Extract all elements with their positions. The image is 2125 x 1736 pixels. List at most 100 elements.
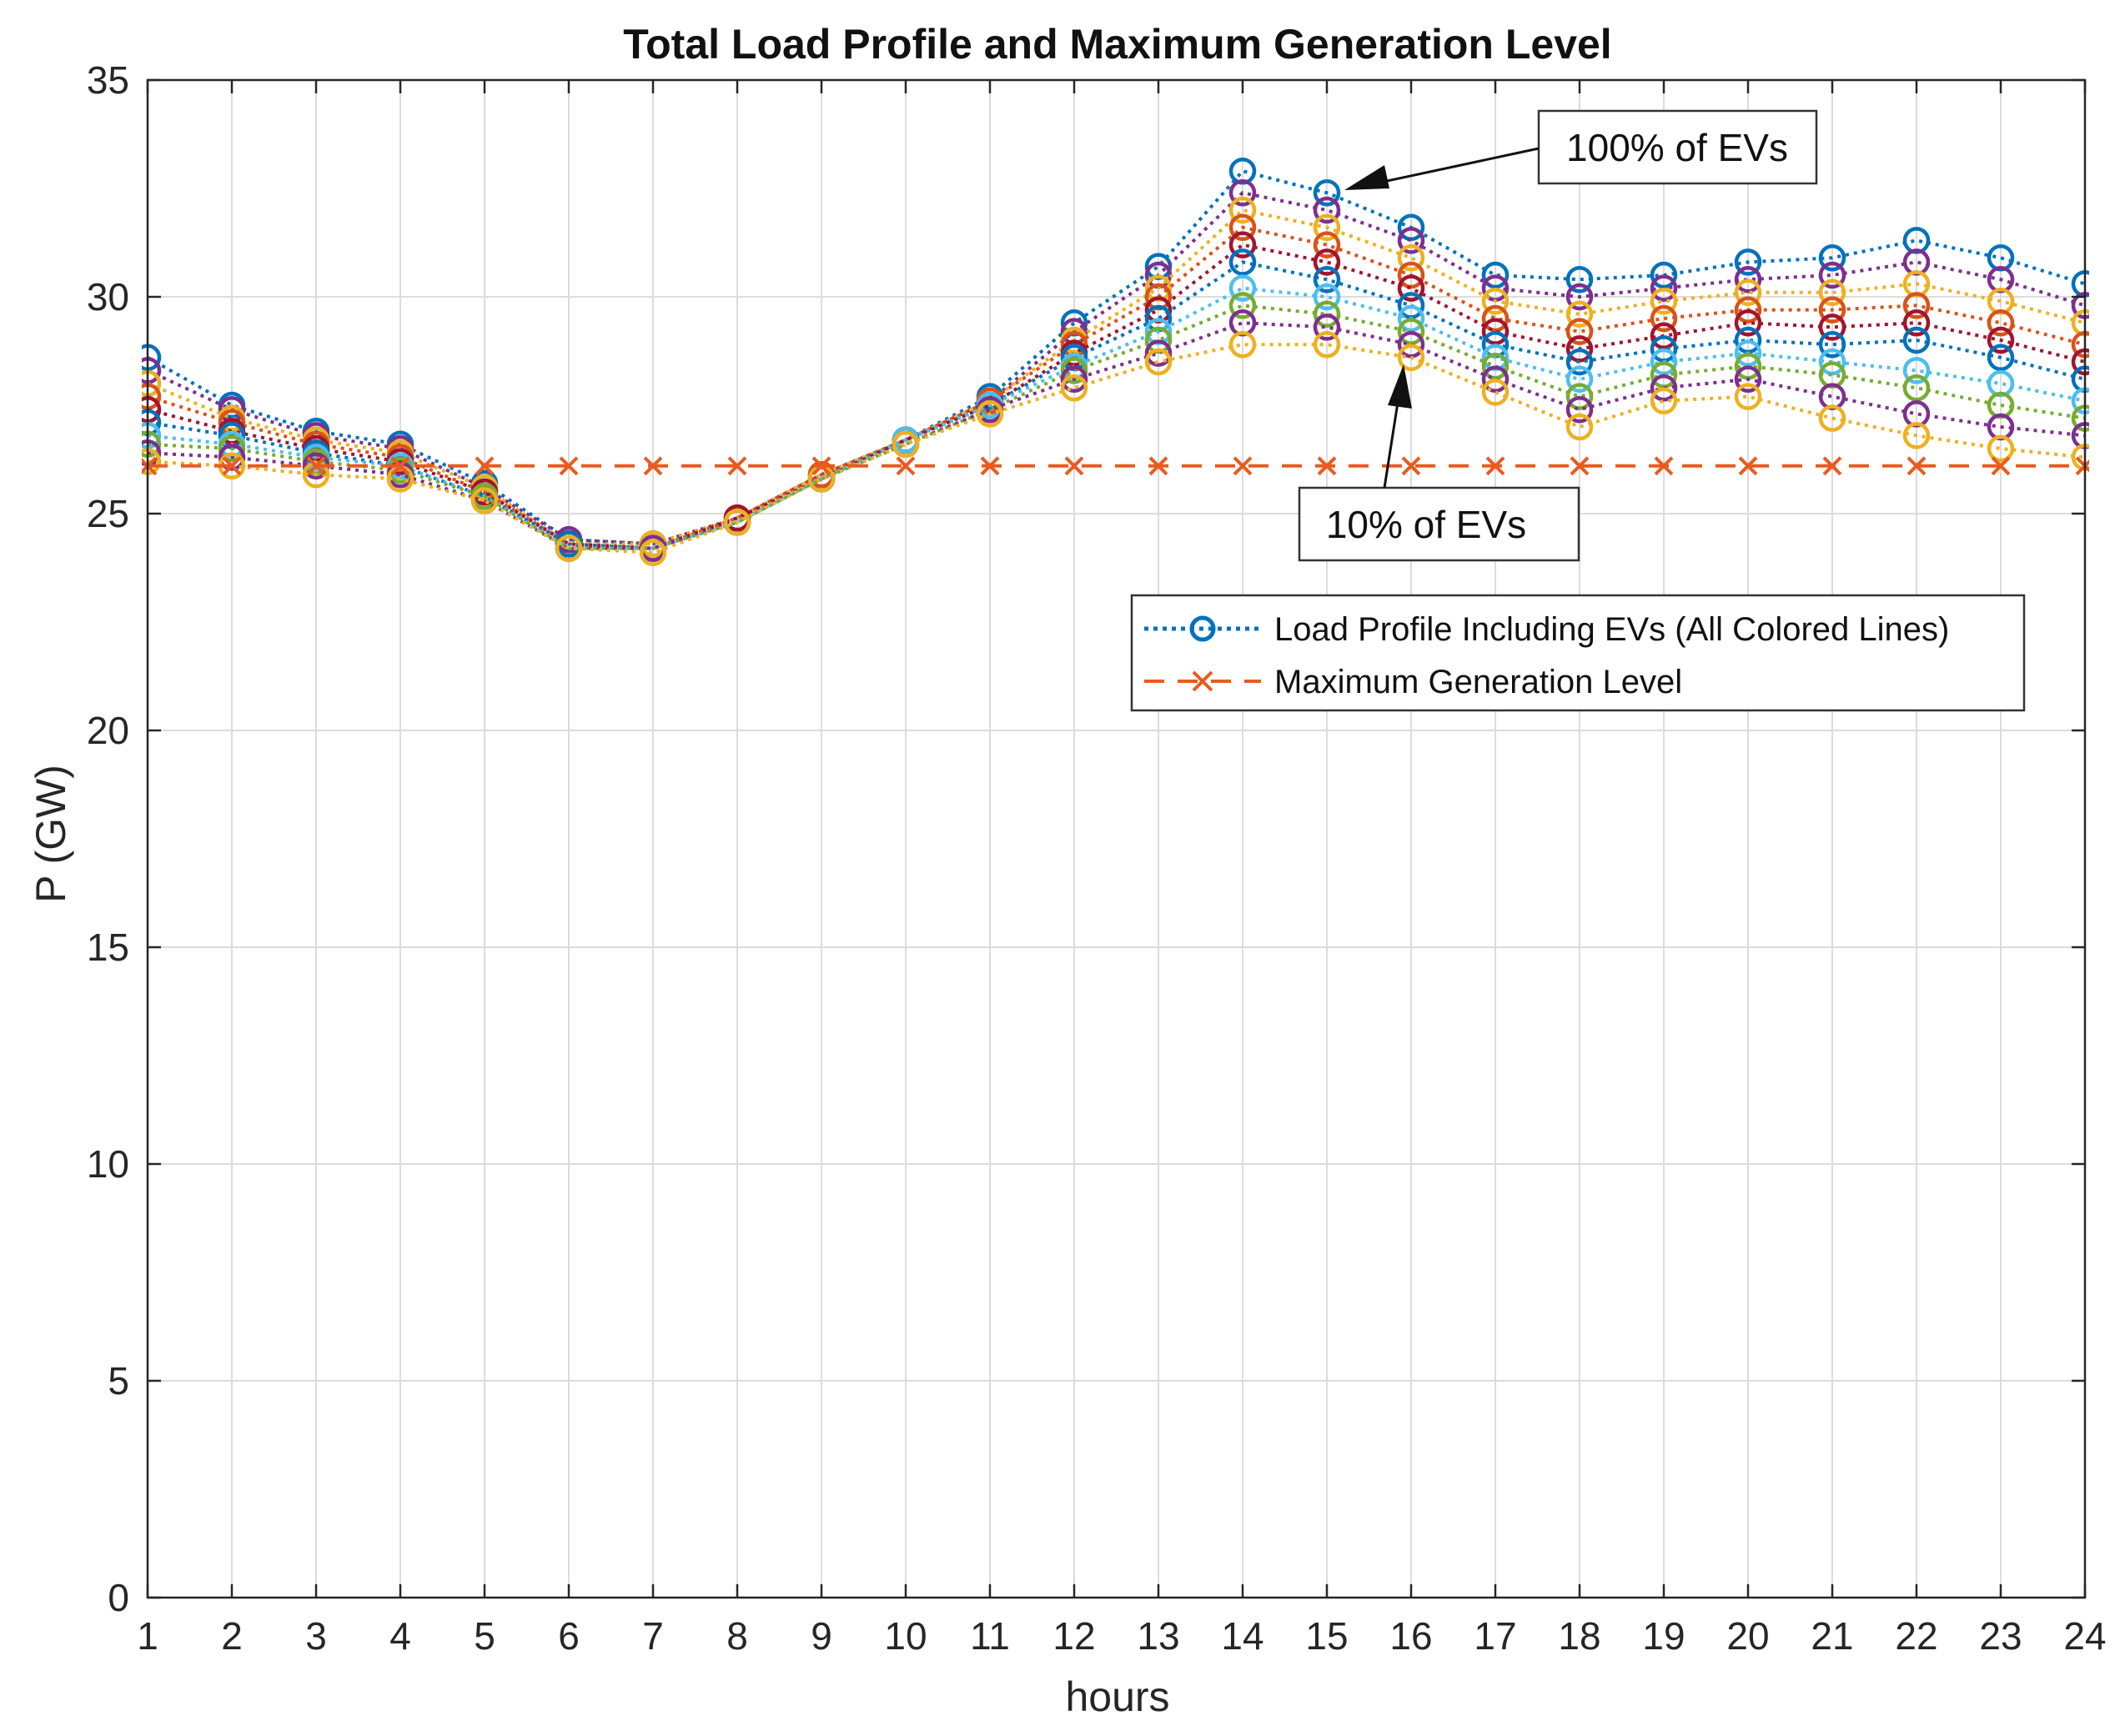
legend-load-label: Load Profile Including EVs (All Colored … (1274, 611, 1949, 648)
data-point (1565, 365, 1594, 394)
data-point (896, 456, 916, 476)
data-point (306, 456, 326, 476)
data-point (1228, 330, 1257, 359)
data-point (1397, 243, 1425, 272)
data-point (892, 430, 920, 459)
y-tick-label: 30 (87, 275, 129, 319)
data-point (1565, 318, 1594, 345)
data-point (1987, 326, 2015, 354)
data-point (1906, 456, 1927, 476)
data-point (727, 456, 747, 476)
data-point (1734, 265, 1762, 294)
x-tick-label: 4 (389, 1614, 411, 1658)
annotation-10-percent-arrow (1383, 391, 1401, 489)
x-tick-label: 10 (884, 1614, 927, 1658)
y-axis-label: P (GW) (28, 765, 74, 903)
data-point (1734, 278, 1762, 307)
y-tick-label: 5 (108, 1359, 129, 1402)
data-point (1313, 265, 1341, 294)
series-line (147, 260, 2086, 550)
series-11 (142, 456, 2089, 476)
data-point (1734, 365, 1762, 394)
data-point (1313, 300, 1341, 329)
annotation-10-percent: 10% of EVs (1298, 364, 1580, 562)
data-point (1734, 383, 1762, 410)
series-line (147, 191, 2086, 546)
x-tick-label: 9 (811, 1614, 832, 1658)
x-tick-label: 17 (1474, 1614, 1516, 1658)
plot-frame (146, 78, 2087, 1599)
data-point (1144, 339, 1173, 367)
x-tick-label: 3 (305, 1614, 327, 1658)
plot-area (148, 80, 2085, 1598)
annotation-100-percent: 100% of EVs (1344, 109, 1818, 190)
data-point (1313, 213, 1341, 242)
legend-box (1130, 594, 2026, 712)
data-point (1570, 456, 1590, 476)
data-point (1565, 283, 1594, 311)
data-point (218, 434, 246, 463)
data-point (1987, 309, 2015, 337)
data-point (1313, 283, 1341, 311)
data-point (1481, 304, 1510, 333)
data-point (1060, 374, 1088, 402)
legend-maxgen-marker (1192, 670, 1213, 692)
data-point (1228, 292, 1257, 319)
data-point (1902, 422, 1931, 449)
data-point (639, 539, 667, 567)
legend-maxgen-label: Maximum Generation Level (1274, 664, 1682, 700)
data-point (1228, 274, 1257, 302)
annotation-100-percent-arrowhead (1344, 165, 1389, 190)
data-point (1228, 248, 1257, 276)
data-point (1650, 387, 1678, 415)
data-point (1397, 344, 1425, 372)
data-point (1228, 231, 1257, 258)
x-tick-label: 6 (558, 1614, 580, 1658)
data-point (302, 460, 330, 489)
x-tick-label: 23 (1979, 1614, 2022, 1658)
data-point (475, 456, 495, 476)
data-point (1987, 434, 2015, 463)
x-tick-label: 1 (137, 1614, 158, 1658)
series-line (147, 304, 2086, 550)
data-point (1481, 352, 1510, 380)
data-point (1397, 318, 1425, 345)
data-point (1818, 261, 1846, 289)
x-tick-label: 5 (474, 1614, 495, 1658)
data-point (1818, 348, 1846, 376)
y-tick-label: 10 (87, 1142, 129, 1186)
data-point (1902, 357, 1931, 384)
x-tick-label: 21 (1811, 1614, 1853, 1658)
data-point (1485, 456, 1505, 476)
data-point (1148, 456, 1168, 476)
data-point (1987, 344, 2015, 372)
data-point (1650, 304, 1678, 333)
x-tick-label: 8 (726, 1614, 748, 1658)
annotation-100-percent-box (1537, 109, 1818, 185)
data-point (1313, 178, 1341, 207)
data-point (1902, 326, 1931, 354)
data-point (1313, 330, 1341, 359)
data-point (1650, 374, 1678, 402)
data-point (1565, 413, 1594, 441)
annotation-10-percent-box (1298, 486, 1580, 562)
y-tick-label: 0 (108, 1576, 129, 1619)
annotation-10-percent-text: 10% of EVs (1326, 503, 1526, 546)
data-point (1064, 456, 1084, 476)
x-tick-label: 14 (1221, 1614, 1263, 1658)
data-point (1565, 348, 1594, 376)
data-point (1565, 395, 1594, 424)
data-point (1228, 196, 1257, 224)
data-point (1397, 274, 1425, 302)
data-point (1313, 196, 1341, 224)
legend-load-marker (1189, 615, 1216, 642)
data-point (1313, 248, 1341, 276)
data-point (1228, 213, 1257, 242)
data-point (1818, 296, 1846, 324)
data-point (1313, 314, 1341, 341)
series-line (147, 343, 2086, 554)
data-point (1317, 456, 1337, 476)
data-point (1734, 248, 1762, 276)
y-tick-label: 25 (87, 492, 129, 535)
